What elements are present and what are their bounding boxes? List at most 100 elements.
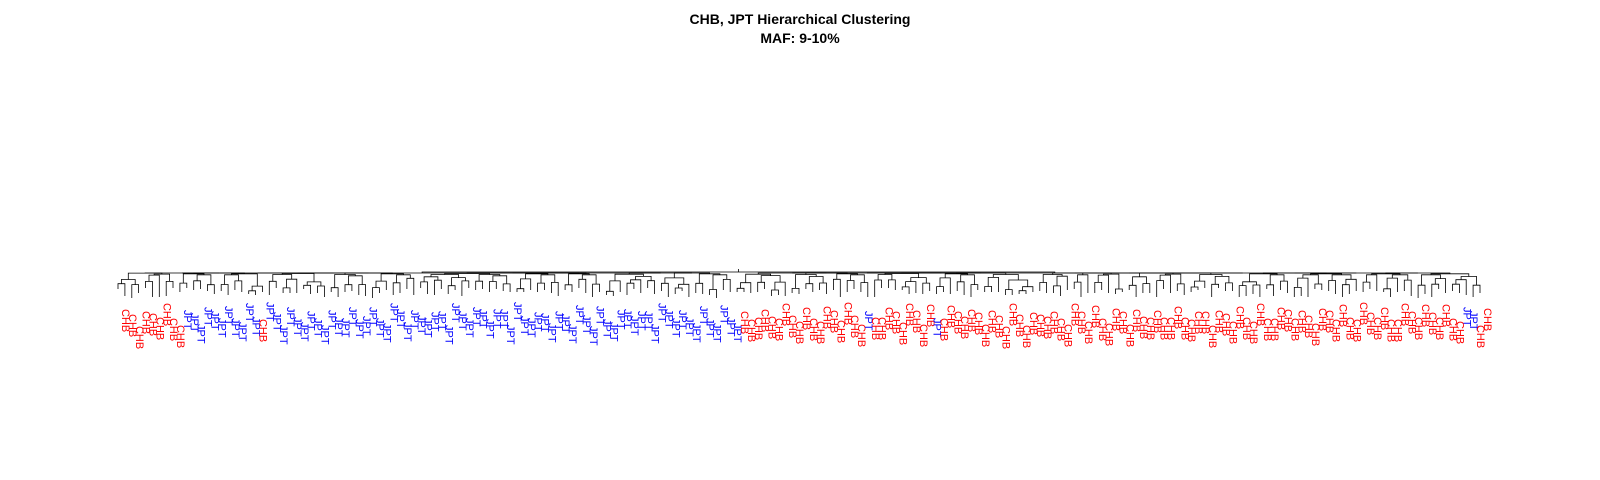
- dendrogram-branch: [630, 279, 642, 293]
- leaf-label-jpt: JPT: [683, 317, 695, 337]
- leaf-label-chb: CHB: [1158, 317, 1170, 340]
- dendrogram-branch: [234, 280, 243, 292]
- leaf-label-chb: CHB: [896, 322, 908, 345]
- dendrogram-branch: [475, 280, 483, 290]
- leaf-label-chb: CHB: [793, 321, 805, 344]
- leaf-label-chb: CHB: [1068, 303, 1080, 326]
- dendrogram-branch: [1128, 284, 1137, 297]
- leaf-label-jpt: JPT: [229, 318, 241, 338]
- leaf-label-chb: CHB: [1213, 310, 1225, 333]
- leaf-label-chb: CHB: [1110, 308, 1122, 331]
- leaf-label-jpt: JPT: [724, 317, 736, 337]
- dendrogram-branch: [1159, 274, 1171, 293]
- dendrogram-branch: [1225, 282, 1233, 291]
- leaf-label-chb: CHB: [1371, 317, 1383, 340]
- dendrogram-branch: [1362, 281, 1371, 292]
- leaf-label-jpt: JPT: [635, 311, 647, 331]
- leaf-label-jpt: JPT: [429, 312, 441, 332]
- dendrogram-branch: [1053, 285, 1061, 296]
- leaf-label-chb: CHB: [1199, 311, 1211, 334]
- dendrogram-branch: [1199, 274, 1223, 282]
- dendrogram-branch: [956, 281, 965, 295]
- leaf-label-chb: CHB: [1144, 317, 1156, 340]
- dendrogram-branch: [592, 283, 600, 297]
- leaf-label-jpt: JPT: [539, 313, 551, 333]
- leaf-label-chb: CHB: [1343, 317, 1355, 340]
- leaf-label-jpt: JPT: [497, 309, 509, 329]
- leaf-label-chb: CHB: [834, 320, 846, 343]
- leaf-label-chb: CHB: [1027, 312, 1039, 335]
- dendrogram-branch: [1434, 278, 1446, 293]
- leaf-label-jpt: JPT: [697, 306, 709, 326]
- leaf-label-chb: CHB: [965, 309, 977, 332]
- leaf-label-chb: CHB: [1474, 325, 1486, 348]
- leaf-label-chb: CHB: [855, 324, 867, 347]
- leaf-label-chb: CHB: [1337, 304, 1349, 327]
- leaf-label-chb: CHB: [1061, 324, 1073, 347]
- leaf-label-chb: CHB: [1171, 306, 1183, 329]
- leaf-label-jpt: JPT: [518, 316, 530, 336]
- leaf-label-jpt: JPT: [628, 316, 640, 336]
- dendrogram-branch: [268, 280, 277, 295]
- dendrogram-branch: [1022, 286, 1034, 292]
- dendrogram-branch: [1417, 284, 1426, 298]
- leaf-label-chb: CHB: [1302, 315, 1314, 338]
- dendrogram-branch: [1039, 282, 1047, 293]
- dendrogram-branch: [874, 279, 882, 297]
- dendrogram-branch: [960, 274, 975, 285]
- leaf-label-jpt: JPT: [477, 309, 489, 329]
- leaf-label-jpt: JPT: [374, 318, 386, 338]
- leaf-label-jpt: JPT: [291, 317, 303, 337]
- dendrogram-branch: [392, 282, 401, 295]
- dendrogram-branch: [1266, 284, 1274, 296]
- dendrogram-branch: [516, 288, 525, 292]
- leaf-label-jpt: JPT: [456, 311, 468, 331]
- leaf-label-chb: CHB: [1220, 313, 1232, 336]
- leaf-label-chb: CHB: [828, 310, 840, 333]
- dendrogram-branch: [606, 290, 614, 296]
- leaf-label-jpt: JPT: [360, 316, 372, 336]
- leaf-label-jpt: JPT: [621, 309, 633, 329]
- leaf-label-chb: CHB: [1261, 318, 1273, 341]
- dendrogram-branch: [698, 273, 721, 284]
- leaf-label-chb: CHB: [1282, 309, 1294, 332]
- dendrogram-branch: [1097, 274, 1109, 293]
- leaf-label-jpt: JPT: [284, 307, 296, 327]
- leaf-label-jpt: JPT: [236, 322, 248, 342]
- chart-subtitle: MAF: 9-10%: [760, 30, 840, 46]
- leaf-label-chb: CHB: [1350, 319, 1362, 342]
- dendrogram-branch: [165, 281, 174, 296]
- dendrogram-branch: [1211, 283, 1219, 297]
- leaf-label-chb: CHB: [1226, 321, 1238, 344]
- leaf-label-chb: CHB: [1240, 317, 1252, 340]
- dendrogram-branch: [344, 284, 353, 292]
- leaf-label-chb: CHB: [1185, 319, 1197, 342]
- leaf-label-jpt: JPT: [490, 309, 502, 329]
- dendrogram-branch: [148, 274, 160, 297]
- leaf-label-chb: CHB: [1295, 310, 1307, 333]
- dendrogram-branch: [1472, 284, 1481, 297]
- dendrogram-branch: [564, 284, 573, 292]
- leaf-label-chb: CHB: [1385, 319, 1397, 342]
- leaf-label-jpt: JPT: [662, 309, 674, 329]
- dendrogram-branch: [791, 288, 800, 294]
- leaf-label-chb: CHB: [1103, 323, 1115, 346]
- dendrogram-branch: [1132, 276, 1147, 286]
- dendrogram-branch: [1042, 274, 1063, 283]
- leaf-label-chb: CHB: [1316, 308, 1328, 331]
- leaf-label-chb: CHB: [1392, 319, 1404, 342]
- leaf-label-chb: CHB: [910, 310, 922, 333]
- dendrogram-branch: [1345, 278, 1357, 291]
- leaf-label-chb: CHB: [814, 321, 826, 344]
- dendrogram-branch: [1302, 274, 1319, 284]
- dendrogram-branch: [877, 274, 893, 280]
- dendrogram-branch: [207, 284, 215, 294]
- leaf-label-jpt: JPT: [202, 307, 214, 327]
- dendrogram-branch: [1190, 286, 1199, 292]
- dendrogram-branch: [286, 278, 298, 293]
- dendrogram-branch: [375, 280, 387, 290]
- leaf-label-chb: CHB: [257, 319, 269, 342]
- dendrogram-branches: [117, 269, 1481, 298]
- leaf-label-chb: CHB: [841, 302, 853, 325]
- dendrogram-branch: [492, 275, 508, 284]
